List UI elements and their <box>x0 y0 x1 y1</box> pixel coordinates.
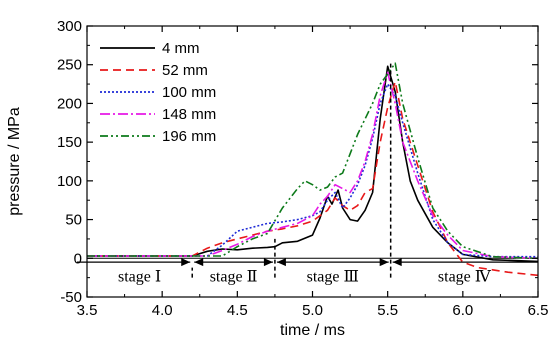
stage-arrow-left-1 <box>194 258 204 267</box>
stage-arrow-right-0 <box>181 258 191 267</box>
x-tick-label-3: 5.0 <box>302 302 323 319</box>
stage-arrow-right-1 <box>263 258 273 267</box>
series-group <box>87 62 538 277</box>
x-tick-label-1: 4.0 <box>152 302 173 319</box>
x-tick-label-2: 4.5 <box>227 302 248 319</box>
stage-arrow-left-2 <box>276 258 286 267</box>
legend-label-4: 196 mm <box>162 128 216 145</box>
series-line-4 <box>87 62 538 260</box>
stage-label-2: stage Ⅲ <box>307 268 359 285</box>
stage-arrow-right-2 <box>379 258 389 267</box>
series-line-0 <box>87 65 538 263</box>
x-tick-label-6: 6.5 <box>528 302 549 319</box>
y-tick-label-1: 0 <box>74 250 82 267</box>
x-axis-title: time / ms <box>280 322 345 339</box>
legend: 4 mm 52 mm 100 mm 148 mm 196 mm <box>100 40 216 145</box>
y-tick-label-3: 100 <box>57 173 82 190</box>
y-tick-label-5: 200 <box>57 95 82 112</box>
y-tick-label-4: 150 <box>57 134 82 151</box>
legend-label-1: 52 mm <box>162 62 208 79</box>
stage-arrow-left-3 <box>392 258 402 267</box>
y-tick-label-0: -50 <box>60 289 82 306</box>
y-tick-label-2: 50 <box>65 212 82 229</box>
legend-label-0: 4 mm <box>162 40 200 57</box>
x-tick-label-4: 5.5 <box>377 302 398 319</box>
legend-label-2: 100 mm <box>162 84 216 101</box>
y-tick-label-6: 250 <box>57 57 82 74</box>
stage-label-0: stage Ⅰ <box>118 268 161 285</box>
y-tick-label-7: 300 <box>57 18 82 35</box>
axes: 3.5 4.0 4.5 5.0 5.5 6.0 6.5 -50 0 50 100 150 200 250 3… <box>57 18 548 319</box>
x-tick-label-0: 3.5 <box>77 302 98 319</box>
series-line-2 <box>87 83 538 258</box>
y-axis-title: pressure / MPa <box>6 107 23 216</box>
plot-area <box>87 62 538 277</box>
stage-annotations: stage Ⅰ stage Ⅱ stage Ⅲ stage Ⅳ <box>77 60 538 285</box>
legend-label-3: 148 mm <box>162 106 216 123</box>
stage-label-3: stage Ⅳ <box>438 268 492 285</box>
x-tick-label-5: 6.0 <box>452 302 473 319</box>
stage-label-1: stage Ⅱ <box>210 268 258 285</box>
series-line-3 <box>87 71 538 260</box>
series-line-1 <box>87 80 538 277</box>
